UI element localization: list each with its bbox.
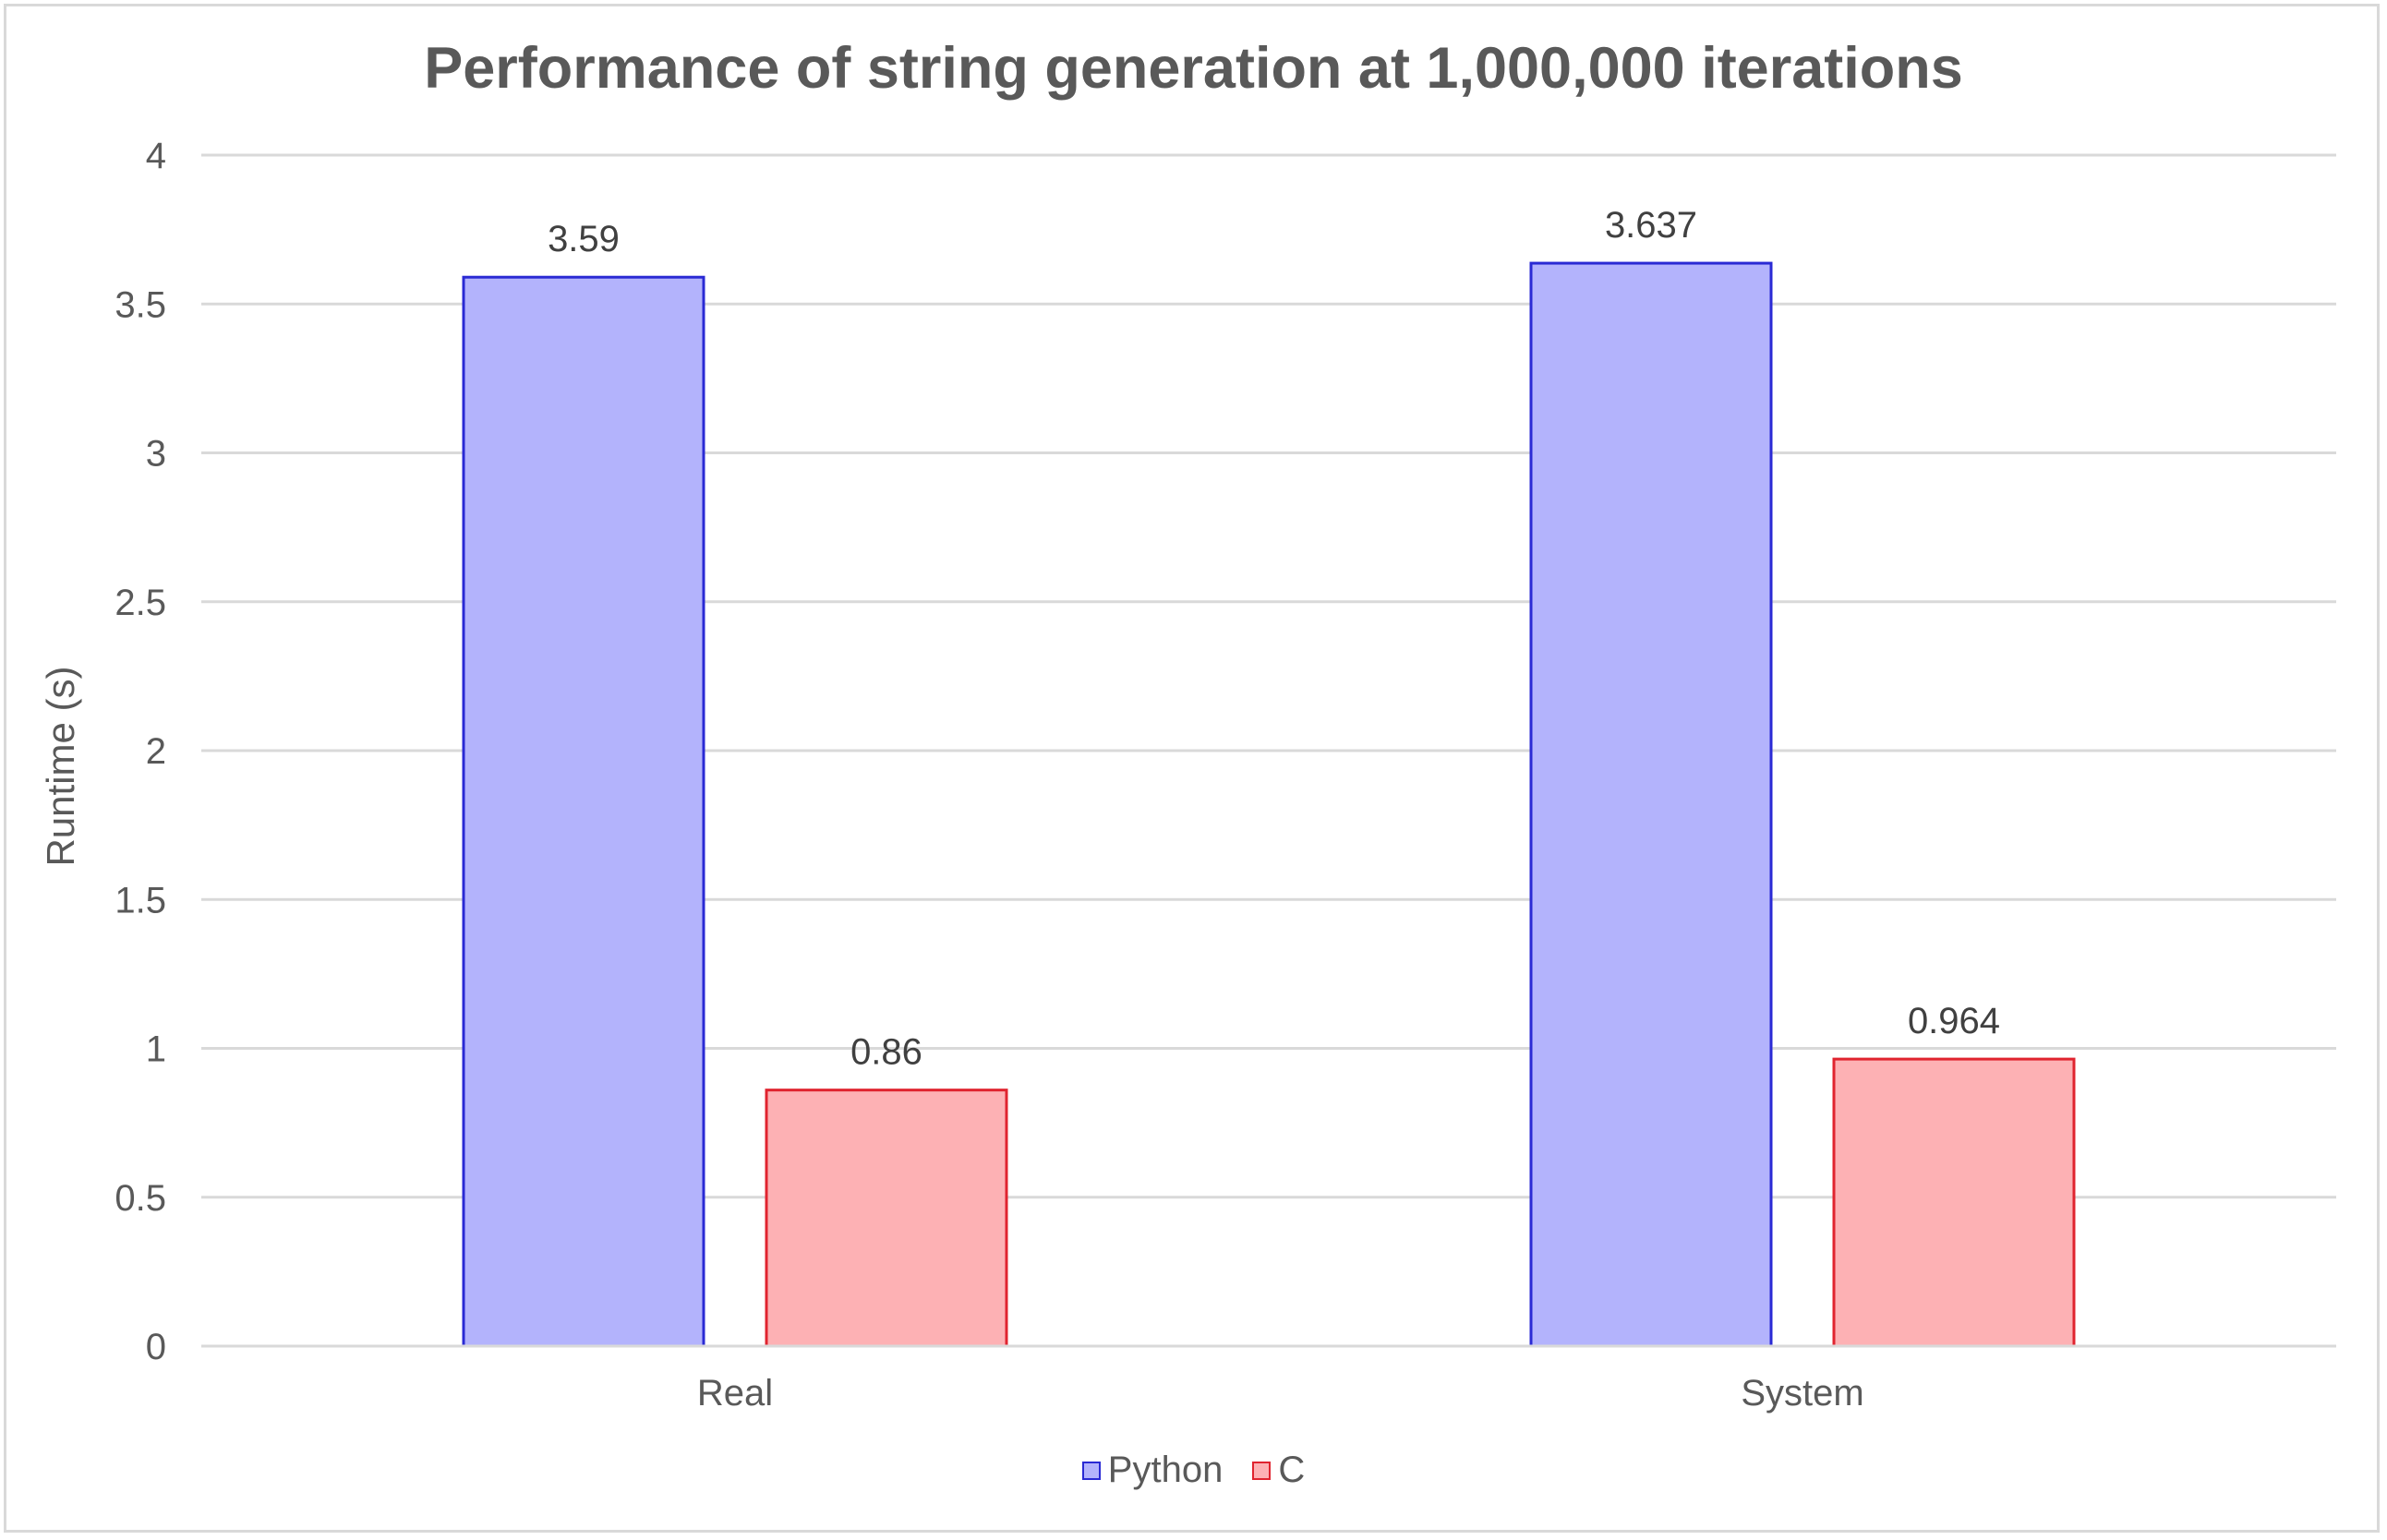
y-tick-label: 3.5 <box>115 284 166 325</box>
y-tick-label: 3 <box>146 434 166 475</box>
data-label: 0.964 <box>1908 1001 2000 1041</box>
data-label: 3.637 <box>1605 205 1697 246</box>
data-label: 0.86 <box>850 1032 922 1073</box>
data-label: 3.59 <box>548 219 620 259</box>
y-tick-label: 2.5 <box>115 583 166 623</box>
x-tick-label: System <box>1741 1373 1863 1414</box>
y-tick-label: 2 <box>146 731 166 772</box>
chart-title: Performance of string generation at 1,00… <box>424 36 1963 101</box>
y-tick-label: 0 <box>146 1327 166 1367</box>
y-tick-label: 1 <box>146 1029 166 1070</box>
legend-item-python: Python <box>1081 1450 1224 1491</box>
legend-swatch-python <box>1081 1461 1101 1480</box>
legend: Python C <box>0 1450 2387 1491</box>
legend-item-c: C <box>1252 1450 1305 1491</box>
x-tick-label: Real <box>697 1373 773 1414</box>
legend-label-python: Python <box>1107 1450 1224 1490</box>
bar-c-system <box>1832 1057 2076 1348</box>
bar-python-system <box>1529 261 1773 1348</box>
legend-label-c: C <box>1278 1450 1306 1490</box>
bar-c-real <box>765 1089 1008 1348</box>
legend-swatch-c <box>1252 1461 1272 1480</box>
y-tick-label: 1.5 <box>115 880 166 920</box>
y-tick-label: 0.5 <box>115 1178 166 1219</box>
bar-python-real <box>462 275 705 1348</box>
y-tick-label: 4 <box>146 136 166 176</box>
